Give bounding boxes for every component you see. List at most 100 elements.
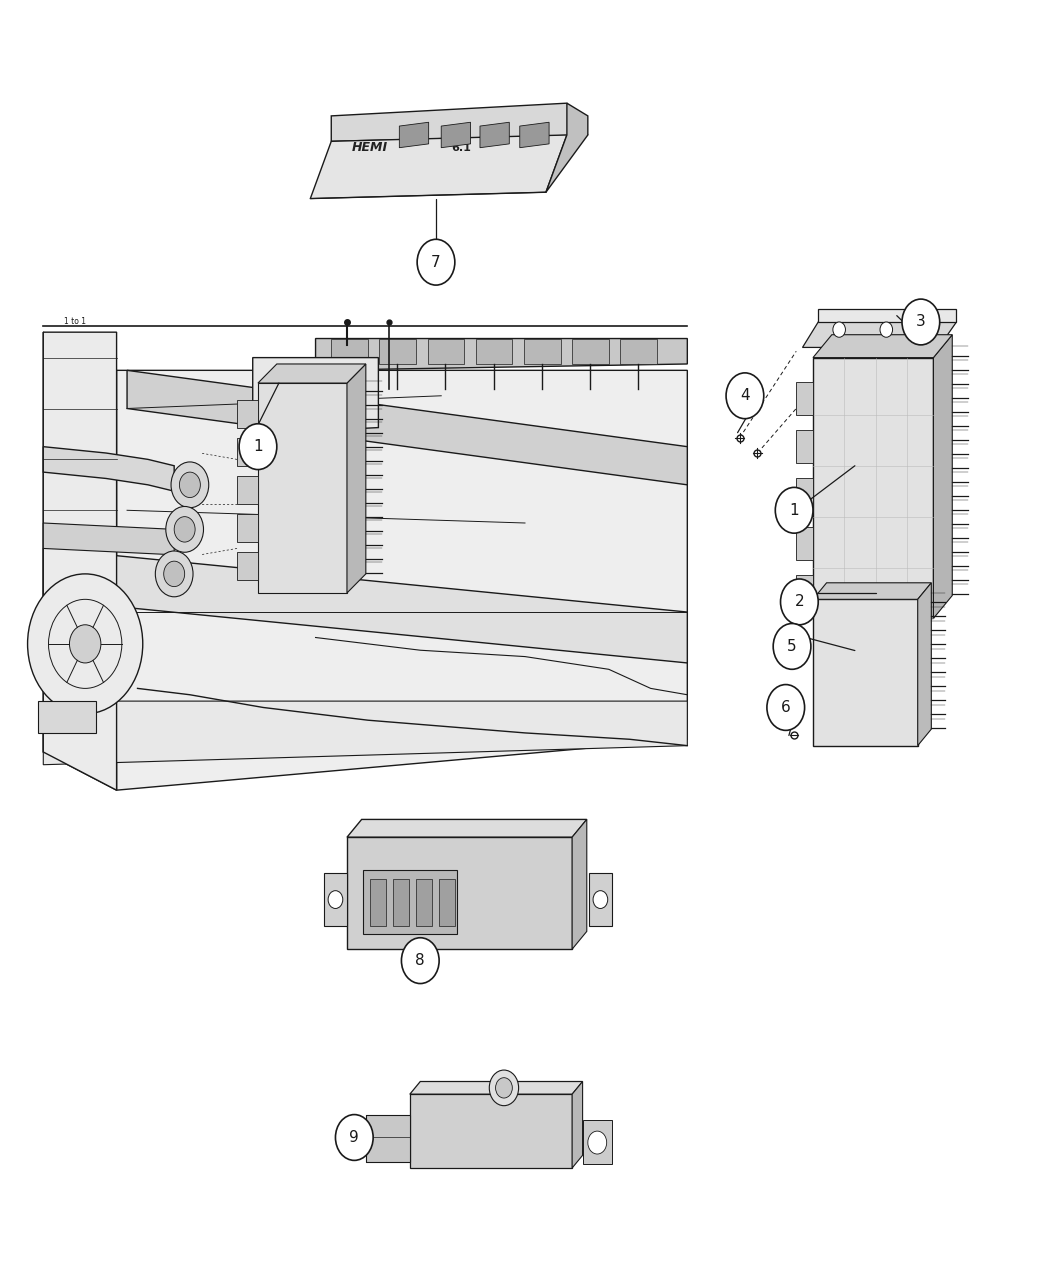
Circle shape bbox=[780, 579, 818, 625]
Circle shape bbox=[496, 1077, 512, 1098]
Polygon shape bbox=[362, 871, 457, 933]
Text: 5: 5 bbox=[788, 639, 797, 654]
Circle shape bbox=[833, 323, 845, 338]
Circle shape bbox=[171, 462, 209, 507]
Polygon shape bbox=[346, 838, 572, 949]
Polygon shape bbox=[237, 476, 258, 504]
Polygon shape bbox=[802, 323, 957, 347]
Polygon shape bbox=[43, 446, 174, 491]
Polygon shape bbox=[621, 339, 657, 363]
Text: 1: 1 bbox=[253, 439, 262, 454]
Polygon shape bbox=[379, 339, 416, 363]
Polygon shape bbox=[818, 310, 957, 323]
Circle shape bbox=[726, 372, 763, 418]
Polygon shape bbox=[427, 339, 464, 363]
Polygon shape bbox=[813, 335, 952, 357]
Circle shape bbox=[593, 891, 608, 909]
Polygon shape bbox=[416, 880, 432, 927]
Polygon shape bbox=[796, 381, 813, 414]
Circle shape bbox=[588, 1131, 607, 1154]
Polygon shape bbox=[43, 523, 174, 555]
Polygon shape bbox=[331, 103, 588, 142]
Circle shape bbox=[417, 240, 455, 286]
Polygon shape bbox=[813, 357, 933, 618]
Polygon shape bbox=[796, 575, 813, 608]
Polygon shape bbox=[813, 599, 918, 746]
Polygon shape bbox=[365, 1114, 410, 1162]
Polygon shape bbox=[331, 339, 368, 363]
Polygon shape bbox=[370, 880, 385, 927]
Polygon shape bbox=[324, 873, 346, 927]
Polygon shape bbox=[441, 122, 470, 148]
Text: 1: 1 bbox=[790, 502, 799, 518]
Circle shape bbox=[174, 516, 195, 542]
Text: 6.1: 6.1 bbox=[452, 143, 471, 153]
Polygon shape bbox=[589, 873, 612, 927]
Polygon shape bbox=[43, 333, 117, 790]
Polygon shape bbox=[796, 430, 813, 463]
Circle shape bbox=[335, 1114, 373, 1160]
Polygon shape bbox=[258, 382, 346, 593]
Polygon shape bbox=[258, 363, 365, 382]
Polygon shape bbox=[524, 339, 561, 363]
Circle shape bbox=[155, 551, 193, 597]
Circle shape bbox=[902, 300, 940, 346]
Polygon shape bbox=[117, 370, 688, 790]
Polygon shape bbox=[813, 583, 931, 599]
Polygon shape bbox=[346, 363, 365, 593]
Circle shape bbox=[180, 472, 201, 497]
Polygon shape bbox=[43, 333, 117, 790]
Circle shape bbox=[166, 506, 204, 552]
Polygon shape bbox=[546, 103, 588, 193]
Circle shape bbox=[164, 561, 185, 586]
Circle shape bbox=[401, 937, 439, 983]
Polygon shape bbox=[476, 339, 512, 363]
Text: 7: 7 bbox=[432, 255, 441, 270]
Polygon shape bbox=[796, 527, 813, 560]
Polygon shape bbox=[346, 820, 587, 838]
Polygon shape bbox=[399, 122, 428, 148]
Circle shape bbox=[766, 685, 804, 731]
Text: 3: 3 bbox=[916, 315, 926, 329]
Polygon shape bbox=[918, 583, 931, 746]
Polygon shape bbox=[933, 335, 952, 618]
Polygon shape bbox=[583, 1119, 612, 1164]
Polygon shape bbox=[253, 357, 378, 434]
Polygon shape bbox=[237, 399, 258, 427]
Polygon shape bbox=[572, 339, 609, 363]
Circle shape bbox=[328, 891, 342, 909]
Circle shape bbox=[773, 623, 811, 669]
Circle shape bbox=[489, 1070, 519, 1105]
Polygon shape bbox=[520, 122, 549, 148]
Polygon shape bbox=[311, 135, 567, 199]
Circle shape bbox=[775, 487, 813, 533]
Polygon shape bbox=[480, 122, 509, 148]
Circle shape bbox=[239, 423, 277, 469]
Circle shape bbox=[922, 323, 934, 338]
Text: 1 to 1: 1 to 1 bbox=[64, 317, 86, 326]
Polygon shape bbox=[572, 820, 587, 949]
Polygon shape bbox=[316, 339, 688, 370]
Polygon shape bbox=[237, 514, 258, 542]
Polygon shape bbox=[127, 370, 688, 484]
Text: 4: 4 bbox=[740, 389, 750, 403]
Polygon shape bbox=[43, 548, 688, 663]
Polygon shape bbox=[393, 880, 408, 927]
Polygon shape bbox=[439, 880, 455, 927]
Polygon shape bbox=[572, 1081, 583, 1168]
Text: 9: 9 bbox=[350, 1130, 359, 1145]
Polygon shape bbox=[410, 1081, 583, 1094]
Polygon shape bbox=[796, 478, 813, 511]
Polygon shape bbox=[410, 1094, 572, 1168]
Text: HEMI: HEMI bbox=[352, 142, 388, 154]
Polygon shape bbox=[38, 701, 96, 733]
Circle shape bbox=[27, 574, 143, 714]
Circle shape bbox=[69, 625, 101, 663]
Polygon shape bbox=[43, 701, 688, 765]
Polygon shape bbox=[237, 437, 258, 465]
Text: 2: 2 bbox=[795, 594, 804, 609]
Text: 6: 6 bbox=[781, 700, 791, 715]
Circle shape bbox=[880, 323, 892, 338]
Text: 8: 8 bbox=[416, 954, 425, 968]
Polygon shape bbox=[237, 552, 258, 580]
